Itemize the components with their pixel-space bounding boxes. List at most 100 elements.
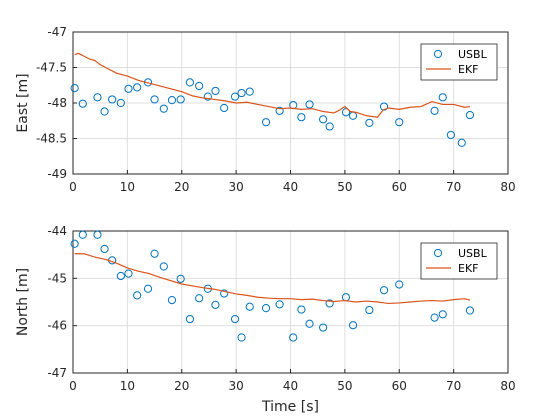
x-tick-label: 80 <box>500 180 515 194</box>
x-tick-label: 20 <box>174 180 189 194</box>
legend-label-usbl: USBL <box>458 48 488 61</box>
data-point-usbl <box>438 310 447 319</box>
data-point-usbl <box>275 106 284 115</box>
legend-label-ekf: EKF <box>458 262 479 275</box>
x-tick-label: 10 <box>120 379 135 393</box>
data-point-usbl <box>93 230 102 239</box>
data-point-usbl <box>446 130 456 140</box>
data-point-usbl <box>176 274 185 283</box>
data-point-usbl <box>124 269 133 278</box>
data-point-usbl <box>100 244 109 254</box>
data-point-usbl <box>365 305 374 315</box>
data-point-usbl <box>325 299 334 308</box>
x-tick-label: 0 <box>69 379 77 393</box>
legend-label-usbl: USBL <box>458 247 488 260</box>
data-point-usbl <box>305 100 314 109</box>
data-point-usbl <box>319 323 328 332</box>
data-point-usbl <box>133 83 142 92</box>
data-point-usbl <box>261 118 271 127</box>
x-tick-label: 40 <box>283 379 298 393</box>
x-tick-label: 20 <box>174 379 189 393</box>
x-tick-label: 60 <box>392 180 407 194</box>
x-tick-label: 30 <box>228 180 243 194</box>
data-point-usbl <box>116 98 125 108</box>
data-point-usbl <box>78 99 87 108</box>
data-point-usbl <box>230 314 240 324</box>
data-point-usbl <box>133 291 142 300</box>
y-tick-label: -46 <box>47 319 67 333</box>
data-point-usbl <box>143 284 153 293</box>
data-point-usbl <box>93 93 102 102</box>
data-point-usbl <box>348 321 358 330</box>
y-tick-label: -47 <box>47 25 67 39</box>
legend: USBL EKF <box>420 242 498 280</box>
data-point-usbl <box>195 81 204 91</box>
data-point-usbl <box>167 96 177 105</box>
data-point-usbl <box>237 333 246 342</box>
data-point-usbl <box>319 115 328 124</box>
data-point-usbl <box>261 304 271 313</box>
y-tick-label: -44 <box>47 224 67 238</box>
data-point-usbl <box>457 138 466 147</box>
data-point-usbl <box>365 118 374 127</box>
data-point-usbl <box>176 95 185 104</box>
y-tick-label: -48.5 <box>36 132 67 146</box>
legend-marker-swatch <box>433 248 443 258</box>
data-point-usbl <box>159 104 168 113</box>
subplot-2: 0 10 20 30 40 50 60 70 80 -47 -46 -45 -44 North [m] Ti… <box>15 224 516 415</box>
data-point-usbl <box>185 78 195 87</box>
data-point-usbl <box>465 306 475 315</box>
x-tick-label: 50 <box>337 180 352 194</box>
data-point-usbl <box>297 305 306 314</box>
legend: USBL EKF <box>420 43 498 81</box>
x-tick-label: 50 <box>337 379 352 393</box>
y-tick-label: -47 <box>47 366 67 380</box>
data-point-usbl <box>341 108 351 117</box>
data-point-usbl <box>70 239 79 248</box>
data-point-usbl <box>100 107 109 116</box>
data-point-usbl <box>124 84 133 93</box>
axes-frame <box>72 230 509 374</box>
legend-box <box>420 43 498 81</box>
data-point-usbl <box>108 95 117 104</box>
data-point-usbl <box>325 122 334 131</box>
x-tick-label: 40 <box>283 180 298 194</box>
data-point-usbl <box>395 118 404 127</box>
data-point-usbl <box>220 289 229 298</box>
legend-label-ekf: EKF <box>458 63 479 76</box>
data-point-usbl <box>395 280 404 289</box>
data-point-usbl <box>167 296 177 305</box>
data-point-usbl <box>159 262 168 271</box>
data-point-usbl <box>150 95 159 104</box>
data-point-usbl <box>116 271 125 281</box>
axes-frame <box>72 31 509 175</box>
y-tick-label: -49 <box>47 167 67 181</box>
data-point-usbl <box>305 319 314 328</box>
data-point-usbl <box>185 314 195 324</box>
x-tick-label: 80 <box>500 379 515 393</box>
series-line-ekf <box>74 52 471 118</box>
data-point-usbl <box>211 300 220 309</box>
x-tick-label: 30 <box>228 379 243 393</box>
data-point-usbl <box>78 230 87 239</box>
legend-box <box>420 242 498 280</box>
data-point-usbl <box>465 110 475 120</box>
data-point-usbl <box>211 86 220 96</box>
x-tick-label: 60 <box>392 379 407 393</box>
data-point-usbl <box>230 92 240 101</box>
data-point-usbl <box>70 83 79 93</box>
data-point-usbl <box>275 300 284 309</box>
y-tick-label: -48 <box>47 96 67 110</box>
x-tick-label: 10 <box>120 180 135 194</box>
data-point-usbl <box>195 294 204 303</box>
y-axis-label: North [m] <box>15 268 31 336</box>
y-axis-label: East [m] <box>15 73 31 132</box>
data-point-usbl <box>245 302 254 311</box>
data-point-usbl <box>203 92 212 101</box>
data-point-usbl <box>289 333 298 342</box>
x-axis-label: Time [s] <box>261 399 319 415</box>
series-line-ekf <box>74 253 471 305</box>
y-tick-label: -45 <box>47 271 67 285</box>
x-tick-label: 70 <box>446 180 461 194</box>
